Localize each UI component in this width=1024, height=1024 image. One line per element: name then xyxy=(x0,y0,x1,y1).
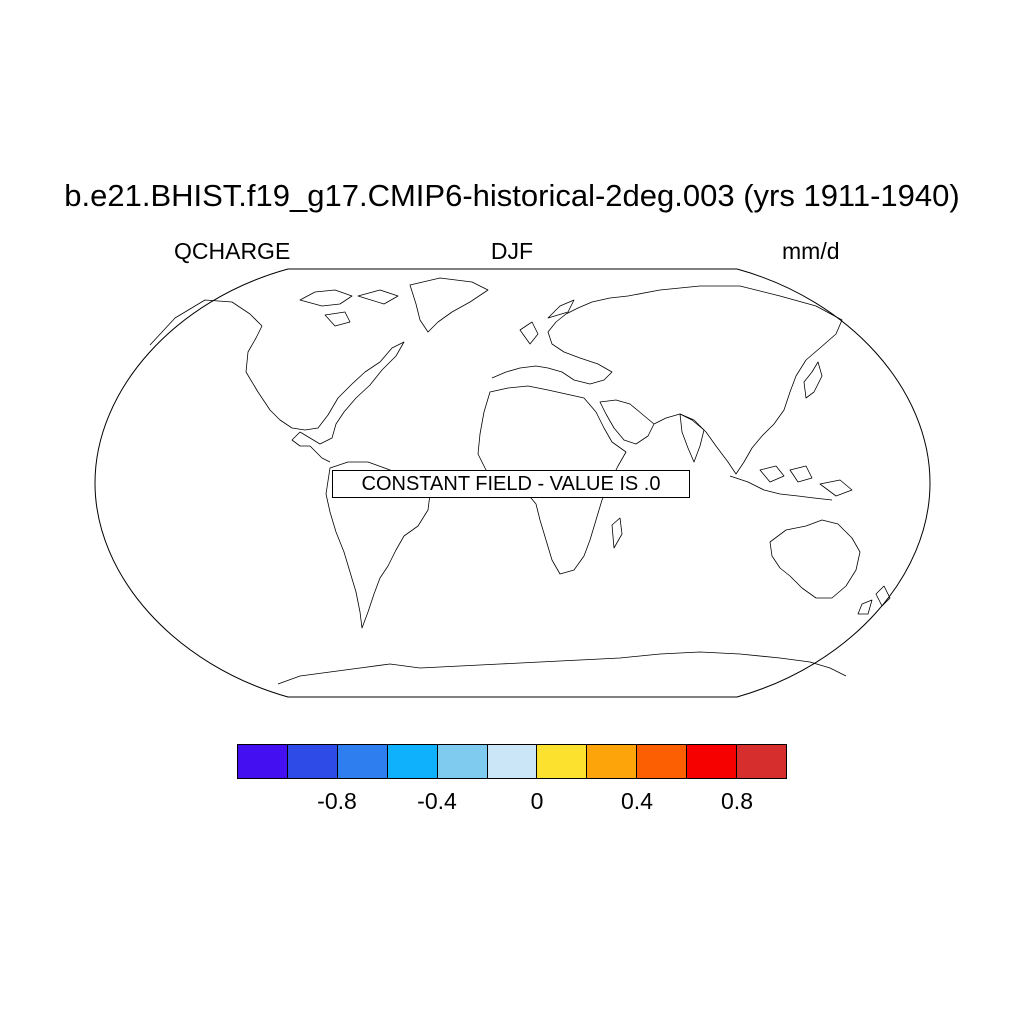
colorbar-swatch xyxy=(437,745,488,778)
coastline-arctic-islands xyxy=(299,289,399,327)
variable-label: QCHARGE xyxy=(174,238,291,264)
coastline-central-america xyxy=(291,431,331,463)
coastline-madagascar xyxy=(611,517,623,549)
colorbar-tick-label: -0.4 xyxy=(417,788,457,814)
coastline-north-america xyxy=(149,299,405,445)
coastline-asia xyxy=(627,285,843,475)
colorbar-swatch xyxy=(287,745,338,778)
coastline-japan xyxy=(803,361,823,399)
plot-title: b.e21.BHIST.f19_g17.CMIP6-historical-2de… xyxy=(64,178,960,213)
coastline-new-zealand xyxy=(857,585,891,615)
colorbar-tick-label: 0 xyxy=(530,788,544,814)
colorbar-swatch xyxy=(387,745,438,778)
coastlines xyxy=(149,277,891,685)
colorbar-swatch xyxy=(687,745,738,778)
colorbar-swatch xyxy=(337,745,388,778)
coastline-greenland xyxy=(409,277,489,333)
coastline-india xyxy=(679,413,705,463)
colorbar-swatch xyxy=(537,745,588,778)
colorbar-swatch xyxy=(737,745,786,778)
colorbar xyxy=(237,744,787,779)
colorbar-swatch xyxy=(587,745,638,778)
colorbar-swatch xyxy=(637,745,688,778)
coastline-australia xyxy=(769,519,861,599)
colorbar-tick-label: 0.4 xyxy=(621,788,653,814)
constant-field-notice: CONSTANT FIELD - VALUE IS .0 xyxy=(332,470,690,498)
colorbar-swatch xyxy=(487,745,538,778)
units-label: mm/d xyxy=(782,238,840,264)
coastline-arabia xyxy=(599,399,655,445)
season-label: DJF xyxy=(490,238,534,264)
coastline-europe xyxy=(491,295,629,385)
coastline-indonesia xyxy=(729,465,853,501)
colorbar-tick-label: 0.8 xyxy=(721,788,753,814)
colorbar-tick-label: -0.8 xyxy=(317,788,357,814)
coastline-antarctica xyxy=(277,651,847,685)
colorbar-swatch xyxy=(238,745,288,778)
